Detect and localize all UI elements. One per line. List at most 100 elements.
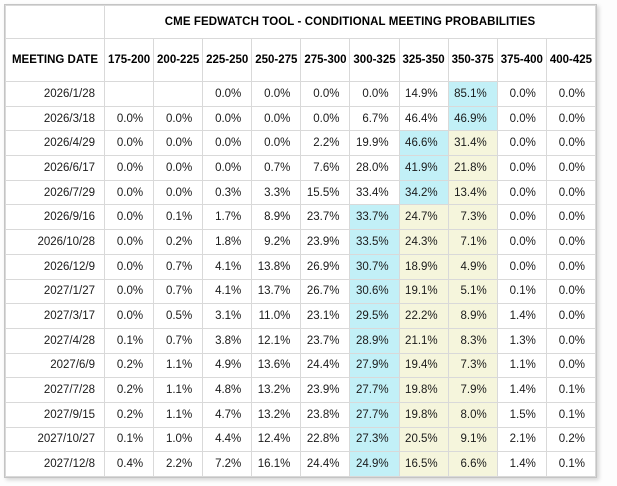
- meeting-date-cell: 2026/9/16: [5, 204, 105, 231]
- probability-cell: 2.2%: [153, 451, 204, 477]
- table-row: 2026/4/29 0.0% 0.0% 0.0% 0.0% 2.2% 19.9% 46.6% 3…: [5, 130, 597, 157]
- meeting-date-cell: 2027/3/17: [5, 303, 105, 329]
- probability-cell: 0.5%: [153, 303, 204, 329]
- probability-cell: 0.0%: [545, 352, 597, 379]
- probability-cell: 0.0%: [545, 278, 597, 305]
- probability-cell: 0.0%: [103, 229, 155, 255]
- table-row: 2026/10/28 0.0% 0.2% 1.8% 9.2% 23.9% 33.5% 24.3…: [5, 229, 597, 255]
- column-header-400-425: 400-425: [545, 38, 597, 82]
- probability-cell: 8.3%: [447, 327, 498, 354]
- probability-cell: 7.9%: [447, 377, 498, 403]
- probability-cell: 4.1%: [202, 253, 253, 280]
- probability-cell: 21.8%: [447, 155, 498, 181]
- probability-cell: 6.6%: [447, 451, 498, 477]
- probability-cell: 34.2%: [398, 179, 449, 206]
- meeting-date-cell: 2026/6/17: [5, 155, 105, 181]
- probability-cell: 0.1%: [103, 426, 155, 453]
- probability-cell: 1.7%: [202, 204, 253, 231]
- column-header-200-225: 200-225: [153, 38, 204, 82]
- probability-cell: 0.0%: [545, 253, 597, 280]
- meeting-date-cell: 2026/1/28: [5, 81, 105, 107]
- probability-cell: 13.2%: [251, 401, 302, 428]
- fedwatch-table-panel: CME FEDWATCH TOOL - CONDITIONAL MEETING …: [4, 4, 597, 478]
- probability-cell: 0.0%: [103, 204, 155, 231]
- probability-cell: 46.9%: [447, 105, 498, 132]
- probability-cell: 1.5%: [496, 401, 547, 428]
- probability-cell: 41.9%: [398, 155, 449, 181]
- probability-cell: 33.5%: [349, 229, 400, 255]
- probability-cell: 27.7%: [349, 401, 400, 428]
- probability-cell: 23.9%: [300, 229, 351, 255]
- probability-cell: 8.0%: [447, 401, 498, 428]
- meeting-date-cell: 2027/1/27: [5, 278, 105, 305]
- probability-cell: 0.0%: [300, 81, 351, 107]
- column-header-300-325: 300-325: [349, 38, 400, 82]
- probability-cell: 8.9%: [447, 303, 498, 329]
- title-row: CME FEDWATCH TOOL - CONDITIONAL MEETING …: [5, 5, 596, 39]
- probability-cell: 9.1%: [447, 426, 498, 453]
- probability-cell: 19.4%: [398, 352, 449, 379]
- probability-cell: 1.4%: [496, 451, 547, 477]
- meeting-date-cell: 2026/3/18: [5, 105, 105, 132]
- table-row: 2026/3/18 0.0% 0.0% 0.0% 0.0% 0.0% 6.7% 46.4% 46…: [5, 105, 597, 132]
- table-row: 2027/12/8 0.4% 2.2% 7.2% 16.1% 24.4% 24.9% 16.5…: [5, 451, 597, 477]
- probability-cell: 3.8%: [202, 327, 253, 354]
- probability-cell: 16.1%: [251, 451, 302, 477]
- probability-cell: 0.0%: [153, 130, 204, 157]
- probability-cell: 1.4%: [496, 303, 547, 329]
- probability-cell: 12.1%: [251, 327, 302, 354]
- probability-cell: 0.0%: [545, 204, 597, 231]
- probability-cell: 3.3%: [251, 179, 302, 206]
- probability-cell: 11.0%: [251, 303, 302, 329]
- probability-cell: 0.1%: [103, 327, 155, 354]
- table-row: 2026/1/28 0.0% 0.0% 0.0% 0.0% 14.9% 85.1% 0.0% 0…: [5, 81, 597, 107]
- probability-cell: 0.2%: [153, 229, 204, 255]
- probability-cell: 0.7%: [153, 278, 204, 305]
- probability-cell: 19.9%: [349, 130, 400, 157]
- probability-cell: 0.0%: [496, 204, 547, 231]
- probability-cell: 0.0%: [545, 155, 597, 181]
- probability-cell: 0.0%: [496, 130, 547, 157]
- probability-cell: 16.5%: [398, 451, 449, 477]
- probability-cell: 1.3%: [496, 327, 547, 354]
- table-row: 2027/6/9 0.2% 1.1% 4.9% 13.6% 24.4% 27.9% 19.4%…: [5, 352, 597, 379]
- probability-cell: 0.0%: [153, 155, 204, 181]
- meeting-date-cell: 2027/10/27: [5, 426, 105, 453]
- table-row: 2027/7/28 0.2% 1.1% 4.8% 13.2% 23.9% 27.7% 19.8…: [5, 377, 597, 403]
- probability-cell: 0.0%: [496, 105, 547, 132]
- probability-cell: 2.2%: [300, 130, 351, 157]
- conditional-probabilities-table: CME FEDWATCH TOOL - CONDITIONAL MEETING …: [5, 5, 597, 477]
- probability-cell: 29.5%: [349, 303, 400, 329]
- probability-cell: 24.4%: [300, 451, 351, 477]
- probability-cell: 23.1%: [300, 303, 351, 329]
- probability-cell: 15.5%: [300, 179, 351, 206]
- probability-cell: 0.0%: [103, 278, 155, 305]
- probability-cell: 7.2%: [202, 451, 253, 477]
- probability-cell: 0.0%: [545, 229, 597, 255]
- probability-cell: 1.1%: [153, 377, 204, 403]
- probability-cell: 33.7%: [349, 204, 400, 231]
- probability-cell: 8.9%: [251, 204, 302, 231]
- probability-cell: 0.0%: [202, 81, 253, 107]
- probability-cell: 0.0%: [153, 105, 204, 132]
- probability-cell: 0.0%: [545, 327, 597, 354]
- column-header-325-350: 325-350: [398, 38, 449, 82]
- probability-cell: 13.8%: [251, 253, 302, 280]
- probability-cell: 24.4%: [300, 352, 351, 379]
- probability-cell: 0.0%: [103, 105, 155, 132]
- probability-cell: 0.0%: [202, 105, 253, 132]
- corner-cell: [5, 5, 105, 39]
- meeting-date-cell: 2027/9/15: [5, 401, 105, 428]
- probability-cell: 4.9%: [447, 253, 498, 280]
- probability-cell: 0.2%: [103, 352, 155, 379]
- probability-cell: 0.0%: [496, 81, 547, 107]
- probability-cell: 0.0%: [251, 105, 302, 132]
- probability-cell: 12.4%: [251, 426, 302, 453]
- probability-cell: 0.7%: [153, 253, 204, 280]
- probability-cell: 13.7%: [251, 278, 302, 305]
- probability-cell: 9.2%: [251, 229, 302, 255]
- probability-cell: 7.3%: [447, 352, 498, 379]
- probability-cell: 1.4%: [496, 377, 547, 403]
- probability-cell: 24.3%: [398, 229, 449, 255]
- probability-cell: 0.0%: [103, 130, 155, 157]
